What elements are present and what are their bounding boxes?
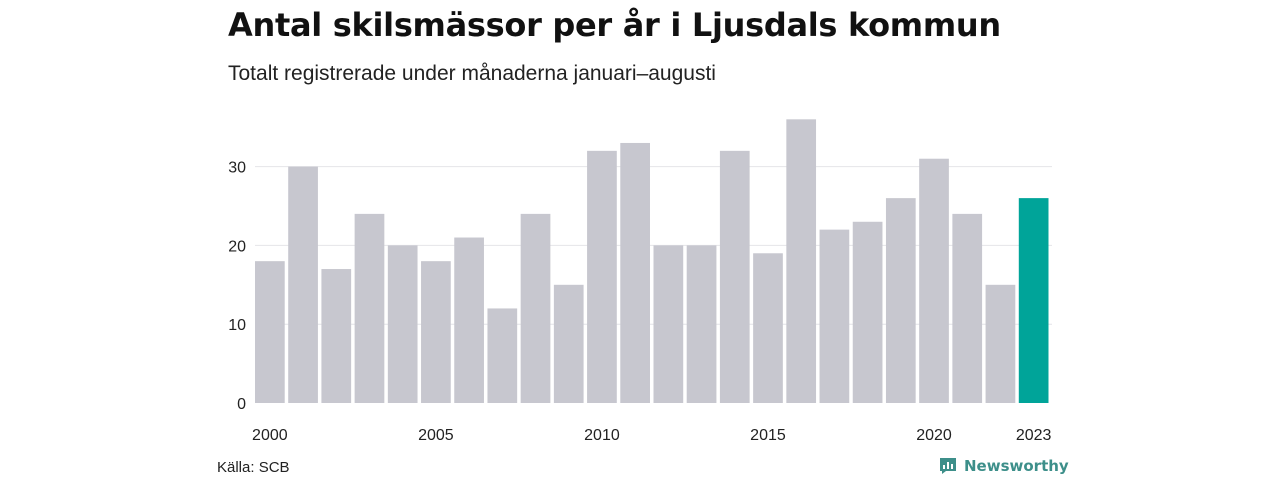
bar-2023[interactable] <box>1018 198 1049 403</box>
y-tick-label: 10 <box>228 317 246 334</box>
y-tick-label: 0 <box>237 396 246 413</box>
bar-2004[interactable] <box>387 245 418 403</box>
newsworthy-logo-icon <box>940 458 956 474</box>
bar-2001[interactable] <box>288 166 318 403</box>
bar-2020[interactable] <box>919 158 949 403</box>
bar-2022[interactable] <box>985 284 1016 403</box>
bar-2003[interactable] <box>354 213 385 403</box>
source-note: Källa: SCB <box>217 459 290 476</box>
brand-logo[interactable]: Newsworthy <box>938 456 1069 476</box>
bar-2015[interactable] <box>753 253 783 403</box>
x-tick-label: 2010 <box>584 427 620 444</box>
x-tick-label: 2005 <box>418 427 454 444</box>
bar-2010[interactable] <box>587 150 617 403</box>
y-tick-label: 30 <box>228 160 246 177</box>
bar-2018[interactable] <box>852 221 883 403</box>
bar-2007[interactable] <box>487 308 518 403</box>
x-tick-label: 2020 <box>916 427 952 444</box>
bar-2008[interactable] <box>520 213 551 403</box>
bar-2012[interactable] <box>653 245 684 403</box>
chart-title: Antal skilsmässor per år i Ljusdals komm… <box>228 6 1001 44</box>
x-tick-label: 2023 <box>1016 427 1052 444</box>
x-tick-label: 2015 <box>750 427 786 444</box>
bar-2002[interactable] <box>321 269 352 403</box>
bar-2005[interactable] <box>421 261 451 403</box>
bar-2013[interactable] <box>686 245 717 403</box>
x-tick-label: 2000 <box>252 427 288 444</box>
bar-2019[interactable] <box>885 198 916 403</box>
bar-2011[interactable] <box>620 142 650 403</box>
bar-2016[interactable] <box>786 119 817 403</box>
bar-2009[interactable] <box>553 284 584 403</box>
bar-2017[interactable] <box>819 229 850 403</box>
bar-2006[interactable] <box>454 237 484 403</box>
bar-2014[interactable] <box>719 150 750 403</box>
bar-2000[interactable] <box>255 261 285 403</box>
y-tick-label: 20 <box>228 238 246 255</box>
brand-name: Newsworthy <box>964 457 1069 475</box>
bar-2021[interactable] <box>952 213 983 403</box>
chart-subtitle: Totalt registrerade under månaderna janu… <box>228 62 716 85</box>
